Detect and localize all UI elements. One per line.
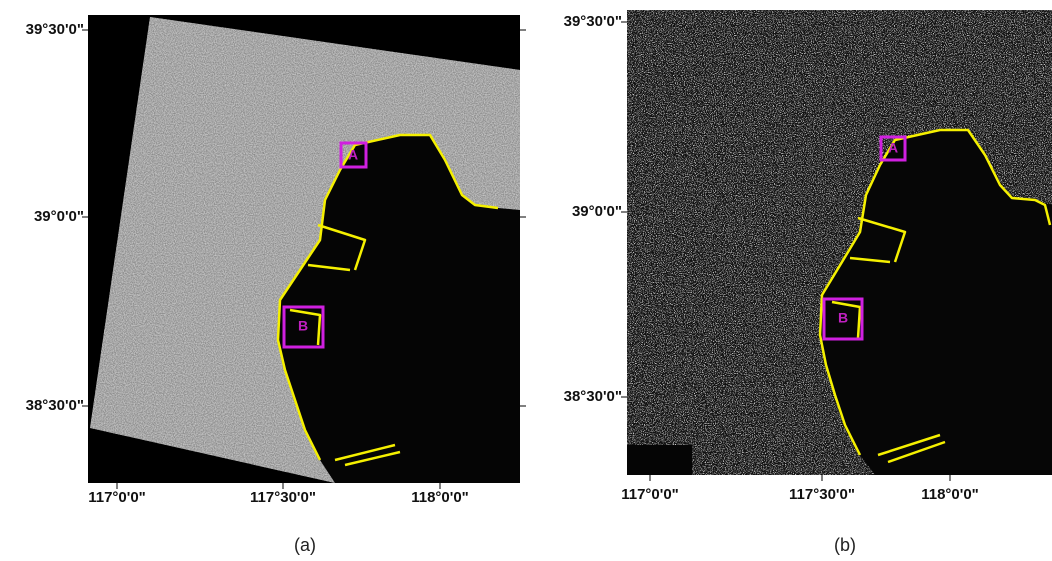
lon-label: 117°30'0" <box>789 486 855 503</box>
figure: A B 39°30'0" 39°0'0" 38°30'0" 117°0'0" 1… <box>0 0 1052 561</box>
lat-label: 38°30'0" <box>26 397 84 414</box>
caption: (b) <box>834 535 856 555</box>
lon-label: 117°0'0" <box>621 486 679 503</box>
marker-label: A <box>348 147 358 163</box>
lat-label: 39°30'0" <box>26 21 84 38</box>
marker-label: B <box>298 318 308 334</box>
panel-a: A B 39°30'0" 39°0'0" 38°30'0" 117°0'0" 1… <box>26 15 526 555</box>
lat-label: 39°0'0" <box>572 203 622 220</box>
nodata <box>627 445 692 475</box>
lon-label: 117°30'0" <box>250 489 316 506</box>
lon-label: 117°0'0" <box>88 489 146 506</box>
marker-label: A <box>888 140 898 156</box>
lon-label: 118°0'0" <box>921 486 979 503</box>
lat-label: 38°30'0" <box>564 388 622 405</box>
caption: (a) <box>294 535 316 555</box>
marker-label: B <box>838 310 848 326</box>
panel-b: A B 39°30'0" 39°0'0" 38°30'0" 117°0'0" 1… <box>564 10 1052 555</box>
lat-label: 39°30'0" <box>564 13 622 30</box>
lon-label: 118°0'0" <box>411 489 469 506</box>
lat-label: 39°0'0" <box>34 208 84 225</box>
